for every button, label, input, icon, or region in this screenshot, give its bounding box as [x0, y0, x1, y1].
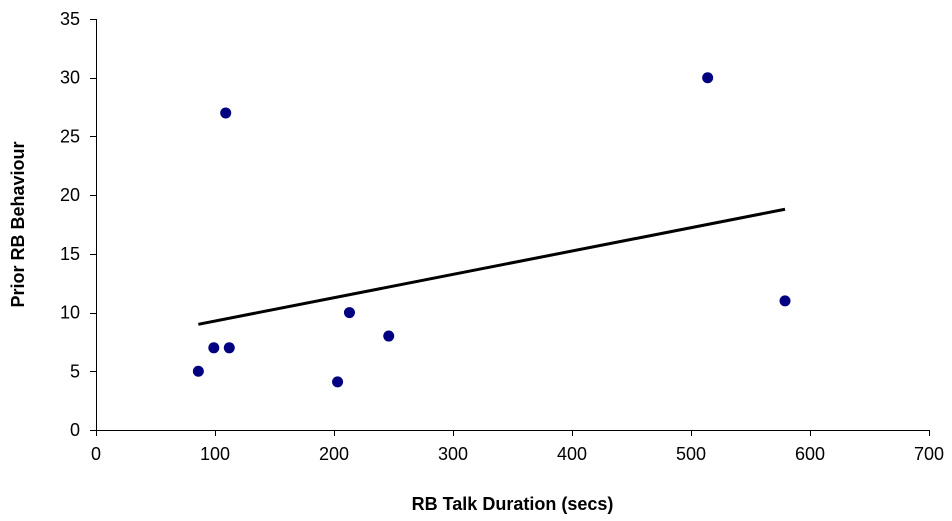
y-tick-label: 10 — [60, 303, 80, 323]
data-point — [220, 107, 232, 119]
x-tick-label: 700 — [914, 444, 944, 464]
x-axis-ticks: 0 100 200 300 400 500 600 700 — [91, 430, 944, 464]
y-tick-label: 25 — [60, 126, 80, 146]
data-point — [702, 72, 714, 84]
x-axis-title: RB Talk Duration (secs) — [412, 494, 614, 514]
x-tick-label: 500 — [676, 444, 706, 464]
data-point — [192, 365, 204, 377]
data-point — [332, 376, 344, 388]
data-point — [779, 295, 791, 307]
y-tick-label: 30 — [60, 68, 80, 88]
axes: 0 100 200 300 400 500 600 700 0 5 10 15 20 25 30 35 — [60, 9, 944, 464]
y-axis-title: Prior RB Behaviour — [8, 141, 28, 307]
y-axis-ticks: 0 5 10 15 20 25 30 35 — [60, 9, 96, 440]
y-tick-label: 15 — [60, 244, 80, 264]
trendline — [198, 207, 786, 326]
data-point — [208, 342, 220, 354]
data-points — [192, 72, 791, 388]
x-tick-label: 600 — [795, 444, 825, 464]
y-tick-label: 5 — [70, 361, 80, 381]
trendline-layer — [198, 207, 786, 326]
x-tick-label: 100 — [200, 444, 230, 464]
data-point — [223, 342, 235, 354]
y-tick-label: 0 — [70, 420, 80, 440]
data-point — [343, 307, 355, 319]
y-tick-label: 20 — [60, 185, 80, 205]
x-tick-label: 300 — [438, 444, 468, 464]
data-point — [383, 330, 395, 342]
x-tick-label: 200 — [319, 444, 349, 464]
y-tick-label: 35 — [60, 9, 80, 29]
x-tick-label: 0 — [91, 444, 101, 464]
x-tick-label: 400 — [557, 444, 587, 464]
